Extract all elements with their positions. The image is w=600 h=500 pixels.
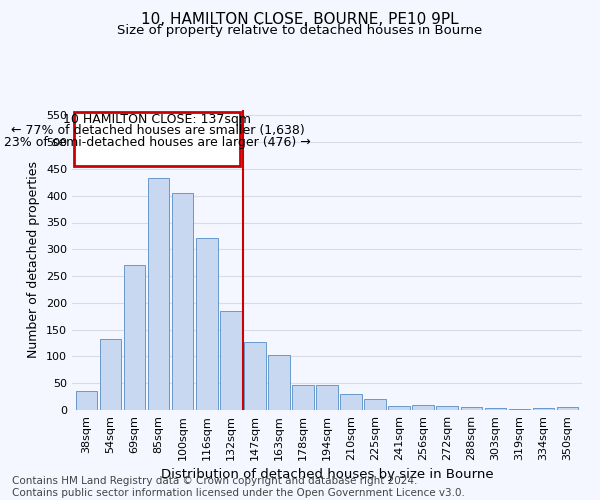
Text: 10, HAMILTON CLOSE, BOURNE, PE10 9PL: 10, HAMILTON CLOSE, BOURNE, PE10 9PL <box>141 12 459 28</box>
Bar <box>485 408 506 410</box>
Bar <box>364 400 386 410</box>
Bar <box>533 408 554 410</box>
Bar <box>76 391 97 410</box>
Bar <box>557 408 578 410</box>
Bar <box>436 406 458 410</box>
Bar <box>388 406 410 410</box>
Y-axis label: Number of detached properties: Number of detached properties <box>28 162 40 358</box>
Bar <box>196 238 218 410</box>
Bar <box>148 178 169 410</box>
Bar <box>316 386 338 410</box>
Bar <box>100 339 121 410</box>
Text: ← 77% of detached houses are smaller (1,638): ← 77% of detached houses are smaller (1,… <box>11 124 304 138</box>
FancyBboxPatch shape <box>74 112 241 166</box>
Bar <box>172 193 193 410</box>
Text: 10 HAMILTON CLOSE: 137sqm: 10 HAMILTON CLOSE: 137sqm <box>64 112 251 126</box>
Bar <box>509 409 530 410</box>
Bar <box>412 404 434 410</box>
Bar <box>268 355 290 410</box>
Bar <box>124 266 145 410</box>
Text: Contains HM Land Registry data © Crown copyright and database right 2024.
Contai: Contains HM Land Registry data © Crown c… <box>12 476 465 498</box>
Bar <box>340 394 362 410</box>
Bar <box>461 408 482 410</box>
Text: 23% of semi-detached houses are larger (476) →: 23% of semi-detached houses are larger (… <box>4 136 311 148</box>
Bar <box>244 342 266 410</box>
Bar <box>292 386 314 410</box>
X-axis label: Distribution of detached houses by size in Bourne: Distribution of detached houses by size … <box>161 468 493 481</box>
Bar <box>220 312 242 410</box>
Text: Size of property relative to detached houses in Bourne: Size of property relative to detached ho… <box>118 24 482 37</box>
